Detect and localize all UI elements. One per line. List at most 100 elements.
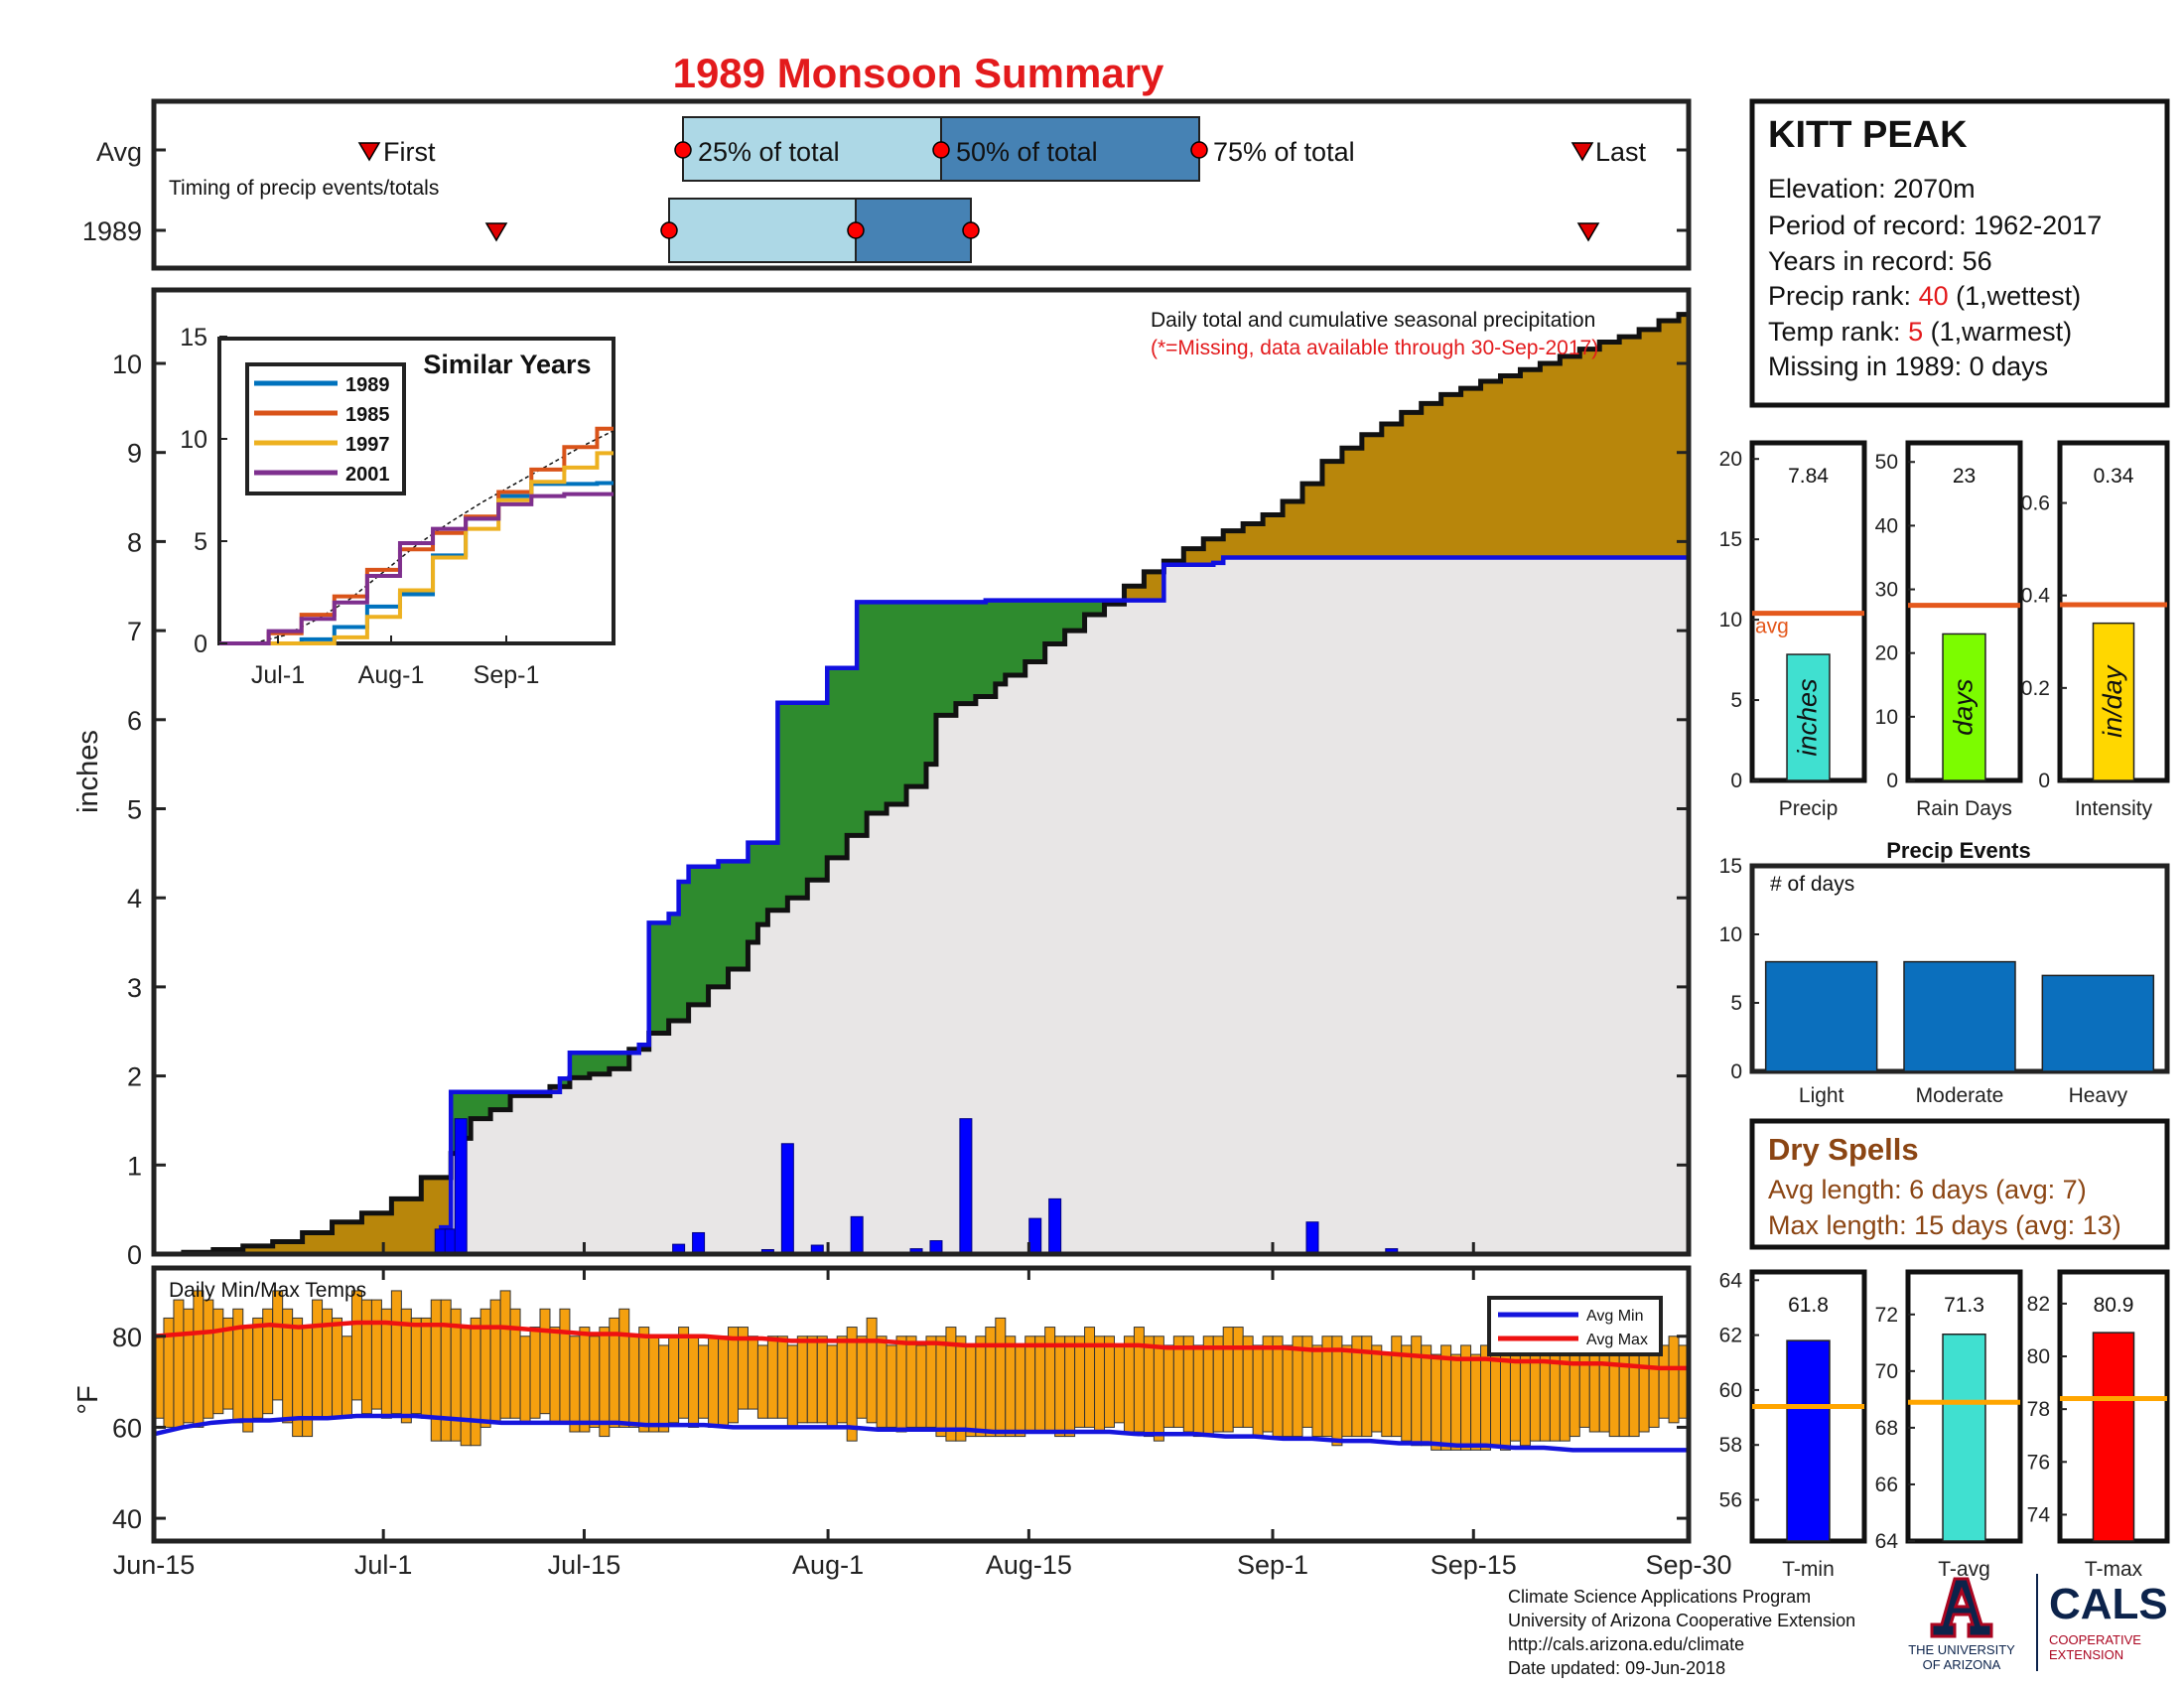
precip-summary-tick-label: 5 xyxy=(1730,689,1742,712)
tmax-summary-bar xyxy=(2092,1332,2135,1542)
precip-events-ylabel: # of days xyxy=(1770,873,1854,896)
precip-event-label: Light xyxy=(1799,1084,1844,1107)
precip-summary-label: Precip xyxy=(1779,797,1839,820)
daily-temp-bar xyxy=(529,1327,541,1419)
precip-summary-avg-label: avg xyxy=(1755,616,1789,638)
daily-temp-bar xyxy=(965,1344,977,1438)
daily-precip-bar xyxy=(959,1118,973,1255)
tmax-summary-tick-label: 80 xyxy=(2027,1345,2050,1368)
daily-temp-bar xyxy=(1153,1336,1164,1442)
daily-temp-bar xyxy=(995,1317,1007,1438)
rain-days-summary: 0 10 20 30 40 50 23 days Rain Days xyxy=(1875,440,2023,820)
tmin-summary-tick-label: 62 xyxy=(1719,1325,1742,1347)
timing-first-label: First xyxy=(383,137,436,167)
daily-temp-bar xyxy=(876,1336,887,1428)
precip-events-title: Precip Events xyxy=(1886,838,2031,863)
temp-panel-label: Daily Min/Max Temps xyxy=(169,1279,366,1302)
intensity-summary-tick-label: 0.2 xyxy=(2021,677,2050,700)
daily-temp-bar xyxy=(886,1344,897,1428)
precip-event-label: Moderate xyxy=(1916,1084,2004,1107)
daily-precip-bar xyxy=(1028,1217,1042,1255)
main-y-tick-label: 5 xyxy=(127,795,142,825)
daily-temp-bar xyxy=(766,1336,778,1419)
daily-temp-bar xyxy=(203,1299,214,1419)
daily-temp-bar xyxy=(410,1317,422,1415)
precip-summary-tick-label: 20 xyxy=(1719,448,1742,471)
station-temp-rank: Temp rank: 5 (1,warmest) xyxy=(1768,317,2072,347)
page-title: 1989 Monsoon Summary xyxy=(673,50,1164,96)
main-chart-note: (*=Missing, data available through 30-Se… xyxy=(1151,337,1598,359)
daily-temp-bar xyxy=(1094,1336,1106,1433)
daily-temp-bar xyxy=(1282,1344,1294,1438)
dry-spells-title: Dry Spells xyxy=(1768,1132,1919,1167)
timing-avg-p75-marker xyxy=(1190,141,1208,159)
common-base-area xyxy=(154,557,1689,1254)
daily-temp-bar xyxy=(1015,1344,1026,1438)
daily-temp-bar xyxy=(816,1336,828,1424)
main-y-tick-label: 3 xyxy=(127,973,142,1003)
timing-last-label: Last xyxy=(1595,137,1647,167)
avg-max-legend-label: Avg Max xyxy=(1586,1332,1648,1348)
timing-avg-last-marker xyxy=(1570,142,1594,162)
daily-temp-bar xyxy=(1578,1344,1590,1428)
similar-year-line-1997 xyxy=(219,451,614,645)
tmax-summary-tick-label: 82 xyxy=(2027,1293,2050,1316)
precip-summary-value: 7.84 xyxy=(1788,465,1829,488)
main-chart-header: Daily total and cumulative seasonal prec… xyxy=(1151,309,1595,332)
cumulative-precip-line xyxy=(154,311,1692,1257)
tmax-summary-tick-label: 78 xyxy=(2027,1398,2050,1421)
precip-summary-tick-label: 0 xyxy=(1730,770,1742,792)
daily-temp-bar xyxy=(1232,1327,1244,1428)
daily-temp-bar xyxy=(1084,1327,1096,1428)
temp-y-tick-label: 40 xyxy=(112,1504,142,1534)
timing-subtitle: Timing of precip events/totals xyxy=(169,177,439,200)
daily-temp-bar xyxy=(312,1299,324,1419)
timing-avg-p50-marker xyxy=(932,141,950,159)
daily-temp-bar xyxy=(332,1317,343,1419)
daily-temp-bar xyxy=(499,1290,511,1419)
timing-year-last-marker xyxy=(1576,222,1600,242)
daily-temp-bar xyxy=(1162,1344,1174,1428)
daily-temp-bar xyxy=(628,1336,640,1428)
daily-temp-bar xyxy=(806,1336,818,1424)
cals-sub-2: EXTENSION xyxy=(2049,1647,2123,1662)
main-plot-content xyxy=(154,311,1692,1257)
precip-rank-value: 40 xyxy=(1919,281,1949,311)
daily-temp-bar xyxy=(895,1336,907,1433)
daily-temp-bar xyxy=(1123,1336,1135,1433)
main-y-tick-label: 0 xyxy=(127,1240,142,1270)
timing-row-year: 1989 xyxy=(82,216,142,246)
daily-temp-bar xyxy=(756,1344,768,1419)
timing-avg-first-marker xyxy=(357,142,381,162)
precip-event-tick-label: 10 xyxy=(1719,923,1742,946)
daily-temp-bar xyxy=(1618,1344,1630,1438)
daily-temp-bar xyxy=(350,1290,362,1401)
daily-temp-bar xyxy=(470,1317,481,1447)
daily-temp-bar xyxy=(1499,1353,1511,1451)
tavg-summary-tick-label: 68 xyxy=(1875,1417,1898,1440)
daily-temp-bar xyxy=(1024,1336,1036,1433)
temp-summary-bars: 56 58 60 62 64 61.8 T-min 64 66 68 70 72 71.3 T-avg 74… xyxy=(1719,1269,2170,1581)
daily-temp-bar xyxy=(1431,1353,1442,1451)
rain-days-summary-tick-label: 40 xyxy=(1875,514,1898,537)
temp-y-tick-label: 60 xyxy=(112,1413,142,1443)
daily-precip-bar xyxy=(1305,1221,1319,1255)
temp-y-axis: 40 60 80 xyxy=(112,1323,1689,1534)
daily-temp-bar xyxy=(678,1327,690,1419)
date-x-tick-label: Aug-15 xyxy=(986,1550,1072,1580)
daily-temp-bar xyxy=(1272,1336,1284,1438)
daily-temp-bar xyxy=(786,1344,798,1428)
daily-temp-bar xyxy=(1133,1327,1145,1433)
tavg-summary-label: T-avg xyxy=(1938,1558,1990,1581)
legend-label-1997: 1997 xyxy=(345,434,390,456)
similar-year-line-1985 xyxy=(219,426,614,645)
daily-temp-bar xyxy=(1222,1327,1234,1433)
station-period: Period of record: 1962-2017 xyxy=(1768,211,2102,240)
daily-temp-bar xyxy=(776,1336,788,1419)
daily-temp-bar xyxy=(519,1336,531,1424)
daily-temp-bar xyxy=(658,1344,670,1433)
tavg-summary-tick-label: 70 xyxy=(1875,1360,1898,1383)
daily-precip-bar xyxy=(780,1143,794,1255)
intensity-summary-tick-label: 0 xyxy=(2038,770,2050,792)
avg-min-legend-label: Avg Min xyxy=(1586,1308,1644,1325)
